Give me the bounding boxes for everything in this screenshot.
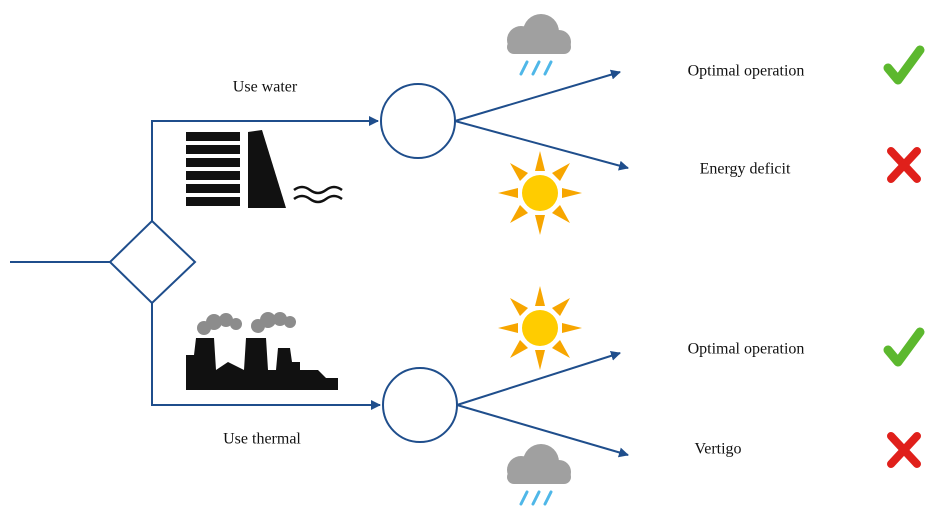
branch-label: Use thermal (223, 431, 301, 448)
sun-icon (498, 151, 582, 235)
chance-node (380, 83, 456, 159)
rain-icon (505, 12, 573, 76)
outcome-arrow (456, 350, 621, 406)
outcome-label: Vertigo (694, 441, 741, 458)
factory-icon (186, 312, 338, 390)
cross-icon (891, 436, 917, 464)
dam-icon (186, 130, 343, 208)
check-icon (888, 332, 920, 362)
outcome-label: Optimal operation (688, 63, 805, 80)
outcome-label: Optimal operation (688, 341, 805, 358)
outcome-arrow (456, 404, 629, 458)
cross-icon (891, 151, 917, 179)
water-branch (151, 116, 379, 221)
thermal-branch (151, 303, 381, 410)
sun-icon (498, 286, 582, 370)
decision-node (108, 219, 197, 305)
rain-icon (505, 442, 573, 506)
outcome-arrow (454, 69, 621, 122)
branch-label: Use water (233, 79, 298, 96)
outcome-label: Energy deficit (700, 161, 791, 178)
chance-node (382, 367, 458, 443)
check-icon (888, 50, 920, 80)
outcome-arrow (454, 120, 629, 171)
